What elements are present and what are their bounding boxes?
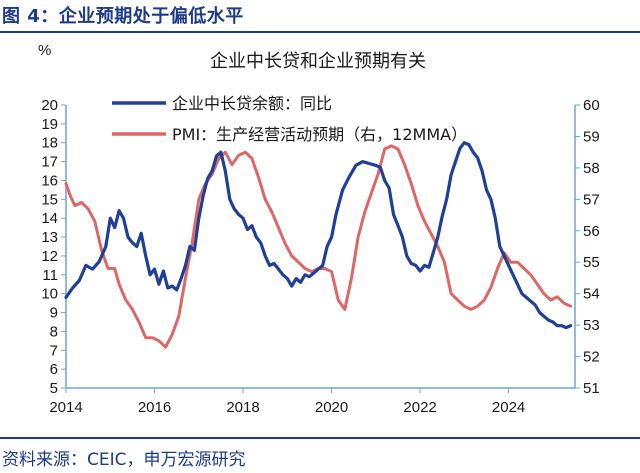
chart-title: 企业中长贷和企业预期有关 [210,51,426,72]
legend-label-loan: 企业中长贷余额：同比 [172,94,332,113]
source-divider [0,437,640,439]
chart: 企业中长贷和企业预期有关 % 5678910111213141516171819… [38,42,600,416]
y-tick-label: 17 [41,154,58,171]
x-tick-label: 2016 [138,399,171,416]
y2-tick-label: 58 [583,160,600,177]
y2-tick-label: 57 [583,191,600,208]
y-tick-label: 14 [41,210,58,227]
y-tick-label: 13 [41,229,58,246]
title-divider [0,31,640,33]
axes: 5678910111213141516171819205152535455565… [41,97,599,416]
x-tick-label: 2018 [226,399,259,416]
x-tick-label: 2022 [403,399,436,416]
figure-title: 图 4：企业预期处于偏低水平 [2,6,244,27]
x-tick-label: 2024 [492,399,525,416]
y-tick-label: 19 [41,116,58,133]
x-tick-label: 2020 [315,399,348,416]
y-tick-label: 11 [42,267,58,284]
y2-tick-label: 56 [583,223,600,240]
y-tick-label: 20 [41,97,58,114]
source-note: 资料来源：CEIC，申万宏源研究 [2,450,246,470]
y-tick-label: 9 [50,305,58,322]
series-lines [64,141,573,349]
series-line-loan-growth [64,141,573,330]
legend: 企业中长贷余额：同比 PMI：生产经营活动预期（右，12MMA） [112,94,467,144]
y2-tick-label: 55 [583,254,600,271]
y-tick-label: 15 [41,191,58,208]
y-axis-unit: % [38,42,51,59]
y-tick-label: 10 [41,286,58,303]
y2-tick-label: 53 [583,317,600,334]
y-tick-label: 5 [50,380,58,397]
y-tick-label: 8 [50,323,58,340]
y-tick-label: 12 [41,248,58,265]
legend-label-pmi: PMI：生产经营活动预期（右，12MMA） [172,125,467,144]
y-tick-label: 6 [50,361,58,378]
x-tick-label: 2014 [49,399,82,416]
y2-tick-label: 54 [583,286,600,303]
y2-tick-label: 60 [583,97,600,114]
y-tick-label: 18 [41,135,58,152]
series-line-pmi-expectation [64,144,573,349]
y-tick-label: 7 [50,342,58,359]
y2-tick-label: 52 [583,349,600,366]
y2-tick-label: 59 [583,128,600,145]
y-tick-label: 16 [41,172,58,189]
y2-tick-label: 51 [583,380,600,397]
